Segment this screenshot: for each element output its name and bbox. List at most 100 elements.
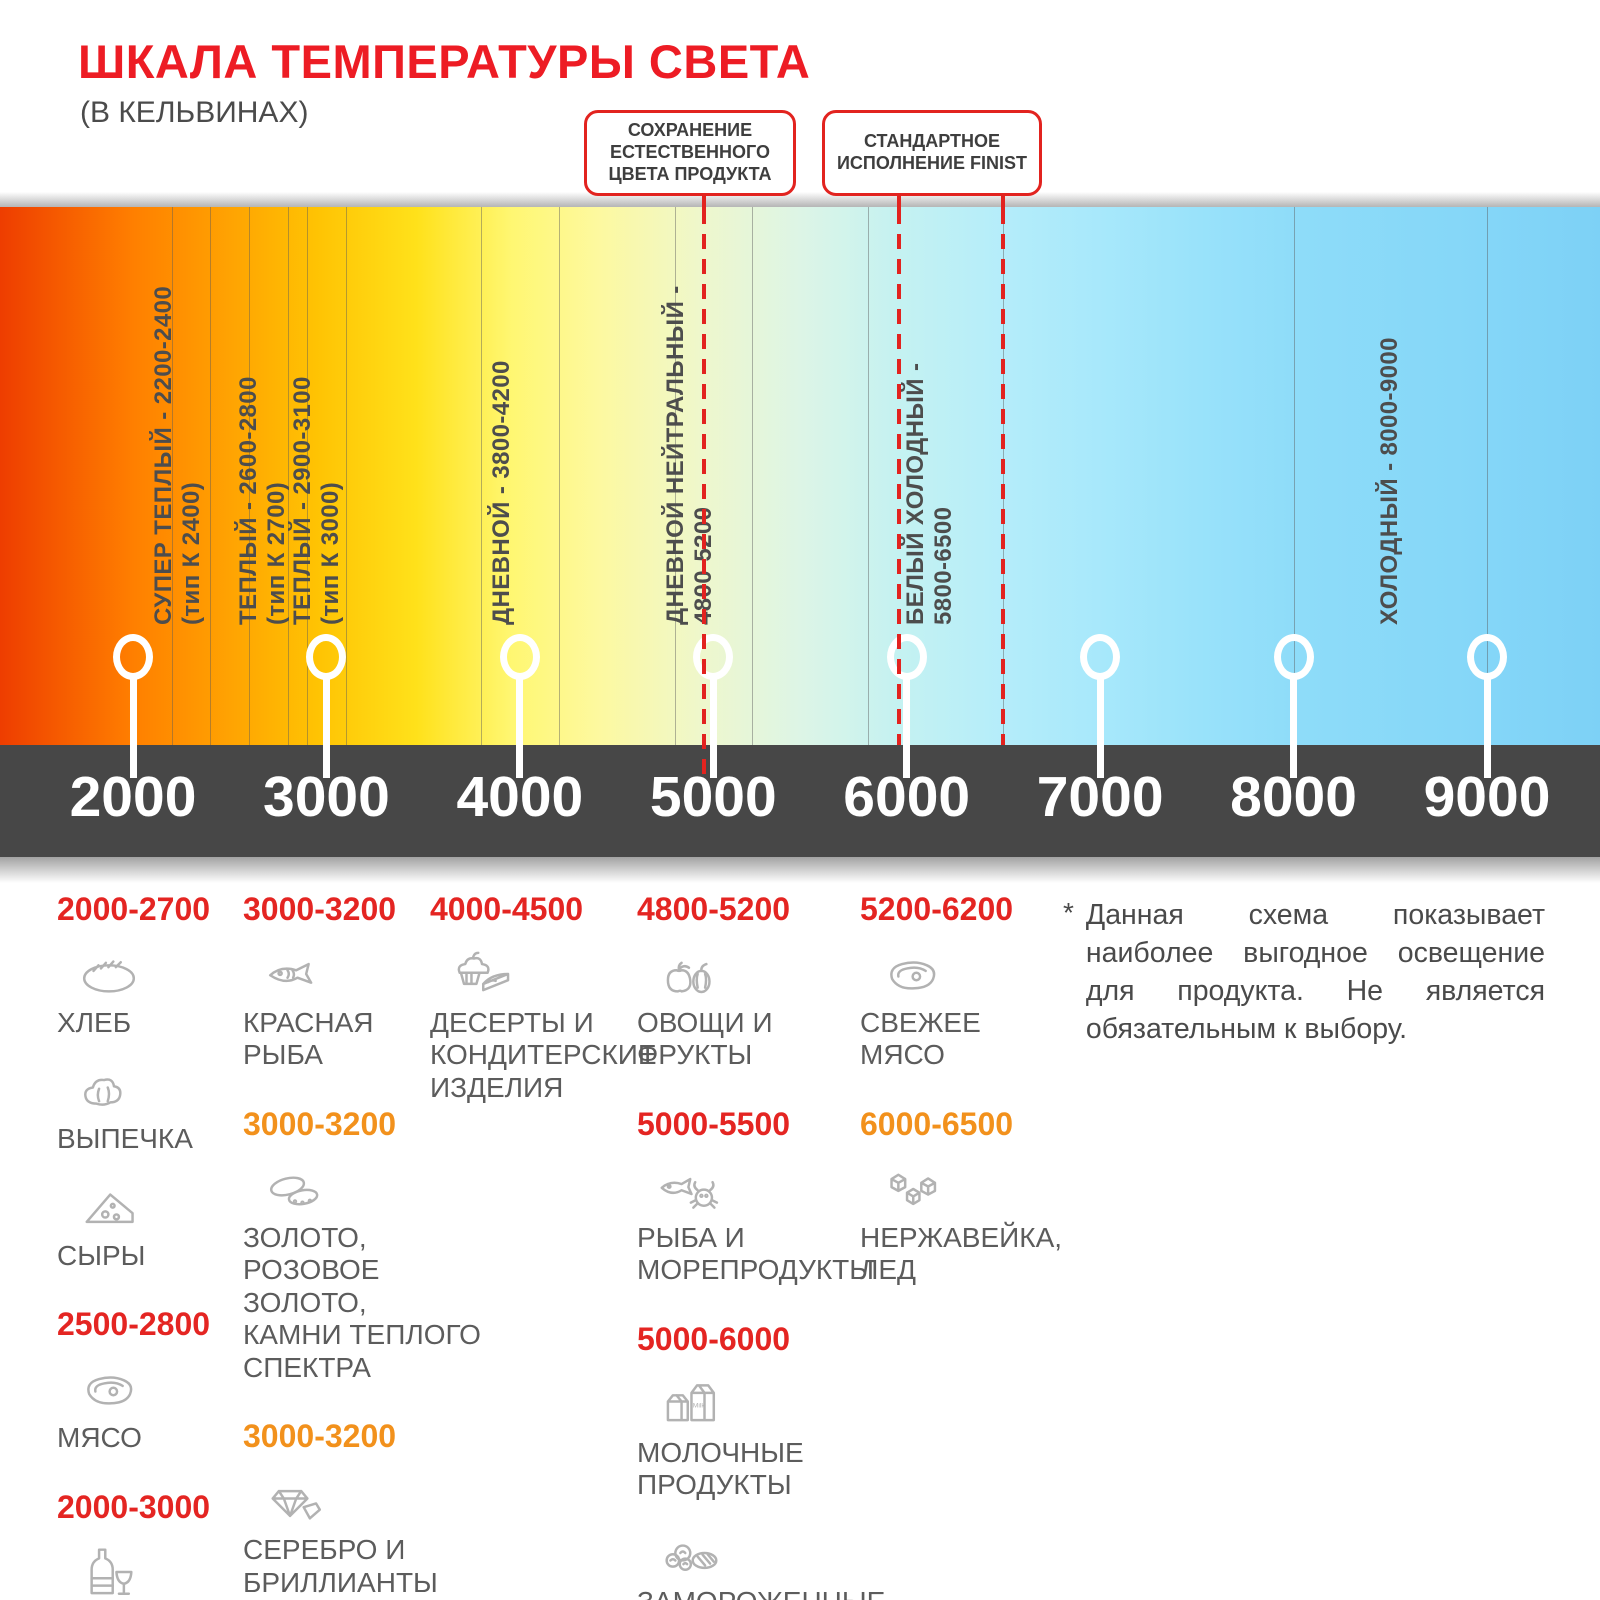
tick-marker-ring — [886, 634, 927, 680]
legend-column: 4800-5200 ОВОЩИ И ФРУКТЫ 5000-5500 РЫБА И М… — [637, 893, 937, 1600]
legend-item-label: НЕРЖАВЕЙКА, ЛЕД — [860, 1221, 1063, 1286]
tick-marker-stem — [709, 678, 717, 778]
legend-item-label: КРАСНАЯ РЫБА — [243, 1007, 374, 1071]
seafood-icon — [645, 1158, 937, 1220]
legend-item: СЕРЕБРО И БРИЛЛИАНТЫ — [243, 1470, 503, 1599]
alcohol-icon — [65, 1541, 242, 1600]
tick-marker-stem — [903, 678, 911, 778]
tick-marker-stem — [1483, 678, 1491, 778]
legend-item-label: СЫРЫ — [57, 1239, 146, 1271]
legend-range: 2000-2700 — [57, 891, 211, 927]
legend-item: КРАСНАЯ РЫБА — [243, 943, 503, 1072]
callout-natural-color-text: СОХРАНЕНИЕ ЕСТЕСТВЕННОГО ЦВЕТА ПРОДУКТА — [608, 120, 772, 184]
legend-range: 3000-3200 — [243, 891, 397, 927]
tick-marker-ring — [113, 634, 153, 680]
legend-item-label: МОЛОЧНЫЕ ПРОДУКТЫ — [637, 1436, 804, 1501]
fish-icon — [251, 943, 503, 1005]
callout-pointer-line — [896, 194, 901, 209]
meat-icon — [65, 1358, 242, 1420]
kelvin-gradient-band — [0, 207, 1600, 745]
legend-range: 5200-6200 — [860, 891, 1014, 927]
rings-icon — [251, 1158, 503, 1220]
legend-group: 5200-6200 СВЕЖЕЕ МЯСО — [860, 893, 1090, 1072]
legend-column: 5200-6200 СВЕЖЕЕ МЯСО 6000-6500 НЕРЖАВЕЙКА,… — [860, 893, 1090, 1307]
svg-text:Milk: Milk — [693, 1403, 706, 1410]
legend-range: 6000-6500 — [860, 1105, 1014, 1142]
zone-gridline — [868, 207, 869, 745]
legend-group: 5000-5500 РЫБА И МОРЕПРОДУКТЫ — [637, 1108, 937, 1287]
legend-range: 5000-5500 — [637, 1105, 791, 1142]
legend-item: НЕРЖАВЕЙКА, ЛЕД — [860, 1158, 1090, 1287]
legend-group: 4800-5200 ОВОЩИ И ФРУКТЫ — [637, 893, 937, 1072]
callout-natural-color: СОХРАНЕНИЕ ЕСТЕСТВЕННОГО ЦВЕТА ПРОДУКТА — [584, 110, 796, 196]
legend-item: СЫРЫ — [57, 1176, 242, 1272]
milk-icon: Milk — [645, 1373, 937, 1435]
cheese-icon — [65, 1176, 242, 1238]
legend-range: 4000-4500 — [430, 891, 584, 927]
tick-marker-ring — [499, 634, 540, 680]
callout-pointer-line — [701, 194, 706, 209]
legend-item: АКОГОЛЬ — [57, 1541, 242, 1600]
zone-gridline — [1293, 207, 1295, 745]
footnote-text: Данная схема показывает наиболее выгодно… — [1085, 899, 1545, 1045]
tick-marker-stem — [1290, 678, 1298, 778]
legend-item: СВЕЖЕЕ МЯСО — [860, 943, 1090, 1072]
zone-gridline — [210, 207, 212, 745]
callout-pointer-line — [1001, 194, 1006, 209]
tick-marker-stem — [322, 678, 330, 778]
legend-group: 2500-2800 МЯСО — [57, 1308, 242, 1454]
legend-item: ЗАМОРОЖЕННЫЕ ПОЛУФАБРИКАТЫ — [637, 1522, 937, 1600]
callout-finist-standard: СТАНДАРТНОЕ ИСПОЛНЕНИЕ FINIST — [822, 110, 1042, 196]
legend-range: 2000-3000 — [57, 1488, 211, 1525]
tick-marker-stem — [516, 678, 524, 778]
meat-icon — [868, 943, 1090, 1005]
axis-bar-shadow — [0, 857, 1600, 883]
legend-column: 2000-2700 ХЛЕБ ВЫПЕЧКА СЫРЫ 2500-2800 МЯСО 200… — [57, 893, 242, 1600]
legend-item-label: ЗАМОРОЖЕННЫЕ ПОЛУФАБРИКАТЫ — [637, 1586, 937, 1600]
legend-range: 5000-6000 — [637, 1320, 791, 1357]
legend-group: 3000-3200 ЗОЛОТО, РОЗОВОЕ ЗОЛОТО, КАМНИ Т… — [243, 1108, 503, 1384]
zone-gridline — [481, 207, 483, 745]
zone-gridline — [1487, 207, 1488, 745]
diamond-icon — [251, 1470, 503, 1532]
footnote: * Данная схема показывает наиболее выгод… — [1063, 897, 1545, 1049]
zone-gridline — [345, 207, 347, 745]
legend-item: Milk МОЛОЧНЫЕ ПРОДУКТЫ — [637, 1373, 937, 1502]
legend-group: 3000-3200 СЕРЕБРО И БРИЛЛИАНТЫ — [243, 1420, 503, 1599]
legend-item-label: ХЛЕБ — [57, 1007, 132, 1038]
band-top-shadow — [0, 192, 1600, 207]
legend-range: 3000-3200 — [243, 1418, 397, 1455]
legend-item-label: ВЫПЕЧКА — [57, 1123, 193, 1155]
legend-item-label: РЫБА И МОРЕПРОДУКТЫ — [637, 1221, 875, 1286]
legend-column: 4000-4500 ДЕСЕРТЫ И КОНДИТЕРСКИЕ ИЗДЕЛИЯ — [430, 893, 690, 1124]
callout-pointer-dashed-line — [701, 209, 706, 778]
legend-group: 3000-3200 КРАСНАЯ РЫБА — [243, 893, 503, 1072]
tick-marker-ring — [1467, 634, 1507, 680]
kelvin-axis-bar — [0, 745, 1600, 857]
legend-group: 2000-3000 АКОГОЛЬ — [57, 1491, 242, 1600]
frozen-icon — [645, 1522, 937, 1584]
legend-item-label: МЯСО — [57, 1422, 142, 1454]
tick-marker-ring — [1273, 634, 1314, 680]
tick-marker-ring — [693, 634, 734, 680]
legend-range: 4800-5200 — [637, 891, 791, 927]
legend-item: ХЛЕБ — [57, 943, 242, 1039]
zone-gridline — [752, 207, 753, 745]
legend-item: ЗОЛОТО, РОЗОВОЕ ЗОЛОТО, КАМНИ ТЕПЛОГО СП… — [243, 1158, 503, 1384]
zone-gridline — [558, 207, 560, 745]
legend-range: 3000-3200 — [243, 1105, 397, 1142]
legend: * Данная схема показывает наиболее выгод… — [0, 893, 1600, 1600]
legend-item-label: СЕРЕБРО И БРИЛЛИАНТЫ — [243, 1534, 438, 1598]
legend-item: ВЫПЕЧКА — [57, 1059, 242, 1155]
zone-gridline — [307, 207, 309, 745]
legend-group: 6000-6500 НЕРЖАВЕЙКА, ЛЕД — [860, 1108, 1090, 1287]
zone-gridline — [171, 207, 173, 745]
tick-marker-ring — [306, 634, 347, 680]
croissant-icon — [65, 1059, 242, 1121]
legend-item: ДЕСЕРТЫ И КОНДИТЕРСКИЕ ИЗДЕЛИЯ — [430, 943, 690, 1104]
zone-gridline — [249, 207, 251, 745]
callout-finist-standard-text: СТАНДАРТНОЕ ИСПОЛНЕНИЕ FINIST — [836, 131, 1027, 173]
legend-item-label: ОВОЩИ И ФРУКТЫ — [637, 1007, 773, 1071]
legend-column: 3000-3200 КРАСНАЯ РЫБА 3000-3200 ЗОЛОТО, РО… — [243, 893, 503, 1600]
